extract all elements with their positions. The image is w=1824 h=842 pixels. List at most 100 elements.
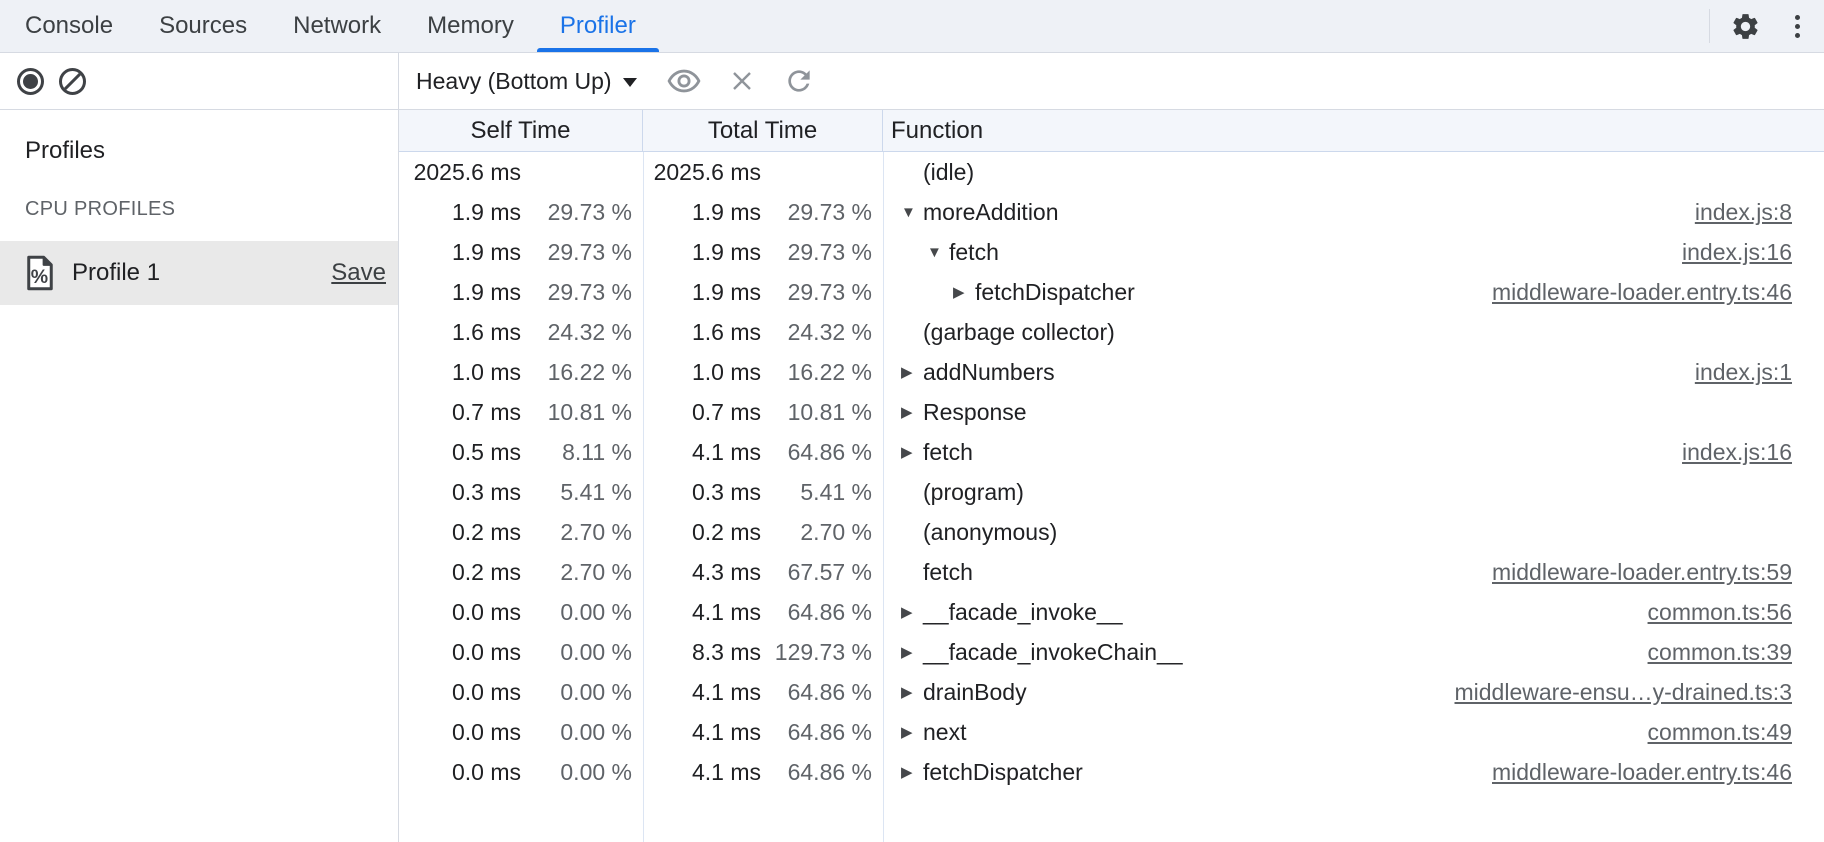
tab-profiler[interactable]: Profiler (536, 0, 659, 52)
source-link[interactable]: middleware-ensu…y-drained.ts:3 (1454, 678, 1793, 705)
column-header-function[interactable]: Function (891, 116, 984, 144)
total-time-percent: 29.73 % (787, 198, 872, 225)
table-row[interactable]: 0.3 ms 5.41 % 0.3 ms 5.41 % (program) (399, 472, 1824, 512)
table-row[interactable]: 0.5 ms 8.11 % 4.1 ms 64.86 % ▶ fetch ind… (399, 432, 1824, 472)
function-cell: ▶ fetchDispatcher middleware-loader.entr… (883, 279, 1824, 306)
total-time-cell: 4.1 ms 64.86 % (643, 599, 883, 626)
source-link[interactable]: common.ts:56 (1647, 598, 1792, 625)
profile-table-body: 2025.6 ms 2025.6 ms (idle) 1.9 ms 29.73 … (399, 152, 1824, 842)
tab-console[interactable]: Console (25, 12, 114, 39)
table-row[interactable]: 0.7 ms 10.81 % 0.7 ms 10.81 % ▶ Response (399, 392, 1824, 432)
total-time-cell: 4.1 ms 64.86 % (643, 759, 883, 786)
self-time-value: 0.0 ms (451, 678, 521, 705)
table-row[interactable]: 1.9 ms 29.73 % 1.9 ms 29.73 % ▶ fetchDis… (399, 272, 1824, 312)
source-link[interactable]: middleware-loader.entry.ts:59 (1492, 558, 1792, 585)
more-options-button[interactable] (1784, 9, 1810, 43)
column-header-self-time[interactable]: Self Time (399, 110, 643, 151)
svg-text:%: % (31, 266, 48, 288)
expand-arrow-icon[interactable]: ▶ (901, 763, 913, 781)
source-link[interactable]: common.ts:39 (1647, 638, 1792, 665)
source-link[interactable]: index.js:8 (1694, 198, 1792, 225)
function-cell: (garbage collector) (883, 319, 1824, 346)
expand-arrow-icon[interactable]: ▶ (901, 603, 913, 621)
tab-memory[interactable]: Memory (427, 12, 514, 39)
source-link[interactable]: middleware-loader.entry.ts:46 (1492, 278, 1792, 305)
table-row[interactable]: 0.0 ms 0.00 % 4.1 ms 64.86 % ▶ fetchDisp… (399, 752, 1824, 792)
exclude-function-button[interactable] (730, 69, 754, 93)
focus-function-button[interactable] (667, 68, 701, 94)
view-mode-select[interactable]: Heavy (Bottom Up) (416, 68, 637, 95)
column-divider (643, 152, 644, 842)
source-link[interactable]: middleware-loader.entry.ts:46 (1492, 758, 1792, 785)
self-time-value: 1.9 ms (451, 278, 521, 305)
function-name: drainBody (923, 678, 1027, 705)
collapse-arrow-icon[interactable]: ▼ (901, 203, 916, 221)
expand-arrow-icon[interactable]: ▶ (901, 723, 913, 741)
self-time-value: 1.9 ms (451, 198, 521, 225)
table-row[interactable]: 0.0 ms 0.00 % 8.3 ms 129.73 % ▶ __facade… (399, 632, 1824, 672)
grid-header: Self Time Total Time Function (399, 110, 1824, 152)
source-link[interactable]: common.ts:49 (1647, 718, 1792, 745)
expand-arrow-icon[interactable]: ▶ (901, 683, 913, 701)
tab-network[interactable]: Network (293, 12, 382, 39)
function-name: __facade_invokeChain__ (923, 638, 1183, 665)
expand-arrow-icon[interactable]: ▶ (901, 363, 913, 381)
tab-sources[interactable]: Sources (159, 12, 248, 39)
source-link[interactable]: index.js:16 (1682, 438, 1792, 465)
function-name: __facade_invoke__ (923, 598, 1123, 625)
table-row[interactable]: 0.2 ms 2.70 % 4.3 ms 67.57 % fetch middl… (399, 552, 1824, 592)
kebab-menu-icon (1794, 14, 1800, 38)
self-time-cell: 1.0 ms 16.22 % (399, 359, 643, 386)
gear-icon (1730, 11, 1761, 42)
table-row[interactable]: 1.0 ms 16.22 % 1.0 ms 16.22 % ▶ addNumbe… (399, 352, 1824, 392)
record-button[interactable] (17, 67, 44, 95)
collapse-arrow-icon[interactable]: ▼ (927, 243, 942, 261)
expand-arrow-icon[interactable]: ▶ (901, 643, 913, 661)
self-time-percent: 2.70 % (560, 518, 632, 545)
table-row[interactable]: 0.0 ms 0.00 % 4.1 ms 64.86 % ▶ __facade_… (399, 592, 1824, 632)
self-time-percent: 8.11 % (562, 438, 632, 465)
table-row[interactable]: 1.6 ms 24.32 % 1.6 ms 24.32 % (garbage c… (399, 312, 1824, 352)
total-time-cell: 1.9 ms 29.73 % (643, 239, 883, 266)
settings-button[interactable] (1728, 9, 1762, 43)
table-row[interactable]: 2025.6 ms 2025.6 ms (idle) (399, 152, 1824, 192)
expand-arrow-icon[interactable]: ▶ (901, 443, 913, 461)
table-row[interactable]: 0.2 ms 2.70 % 0.2 ms 2.70 % (anonymous) (399, 512, 1824, 552)
self-time-percent: 0.00 % (560, 638, 632, 665)
total-time-cell: 4.1 ms 64.86 % (643, 679, 883, 706)
table-row[interactable]: 1.9 ms 29.73 % 1.9 ms 29.73 % ▼ fetch in… (399, 232, 1824, 272)
column-header-total-time[interactable]: Total Time (643, 110, 883, 151)
table-row[interactable]: 0.0 ms 0.00 % 4.1 ms 64.86 % ▶ next comm… (399, 712, 1824, 752)
function-cell: ▶ next common.ts:49 (883, 719, 1824, 746)
function-name: next (923, 718, 967, 745)
source-link[interactable]: index.js:1 (1694, 358, 1792, 385)
restore-functions-button[interactable] (783, 65, 815, 97)
clear-profiles-button[interactable] (59, 67, 86, 95)
expand-arrow-icon[interactable]: ▶ (901, 403, 913, 421)
table-row[interactable]: 0.0 ms 0.00 % 4.1 ms 64.86 % ▶ drainBody… (399, 672, 1824, 712)
function-cell: ▶ Response (883, 399, 1824, 426)
self-time-value: 0.2 ms (451, 518, 521, 545)
save-profile-link[interactable]: Save (331, 259, 386, 286)
sidebar-item-profile-1[interactable]: % Profile 1 Save (0, 241, 398, 305)
total-time-percent: 10.81 % (787, 398, 872, 425)
self-time-cell: 0.0 ms 0.00 % (399, 599, 643, 626)
self-time-percent: 0.00 % (560, 758, 632, 785)
self-time-value: 0.2 ms (451, 558, 521, 585)
expand-arrow-icon[interactable]: ▶ (953, 283, 965, 301)
total-time-percent: 64.86 % (787, 758, 872, 785)
self-time-percent (521, 159, 632, 186)
self-time-cell: 0.0 ms 0.00 % (399, 759, 643, 786)
self-time-value: 2025.6 ms (413, 158, 521, 185)
source-link[interactable]: index.js:16 (1682, 238, 1792, 265)
close-icon (730, 69, 754, 93)
self-time-value: 0.0 ms (451, 598, 521, 625)
self-time-cell: 0.2 ms 2.70 % (399, 559, 643, 586)
total-time-value: 0.3 ms (691, 478, 761, 505)
total-time-cell: 1.9 ms 29.73 % (643, 279, 883, 306)
function-cell: ▶ fetchDispatcher middleware-loader.entr… (883, 759, 1824, 786)
total-time-value: 0.7 ms (691, 398, 761, 425)
total-time-value: 1.9 ms (691, 238, 761, 265)
table-row[interactable]: 1.9 ms 29.73 % 1.9 ms 29.73 % ▼ moreAddi… (399, 192, 1824, 232)
sidebar-heading: Profiles (25, 137, 106, 164)
